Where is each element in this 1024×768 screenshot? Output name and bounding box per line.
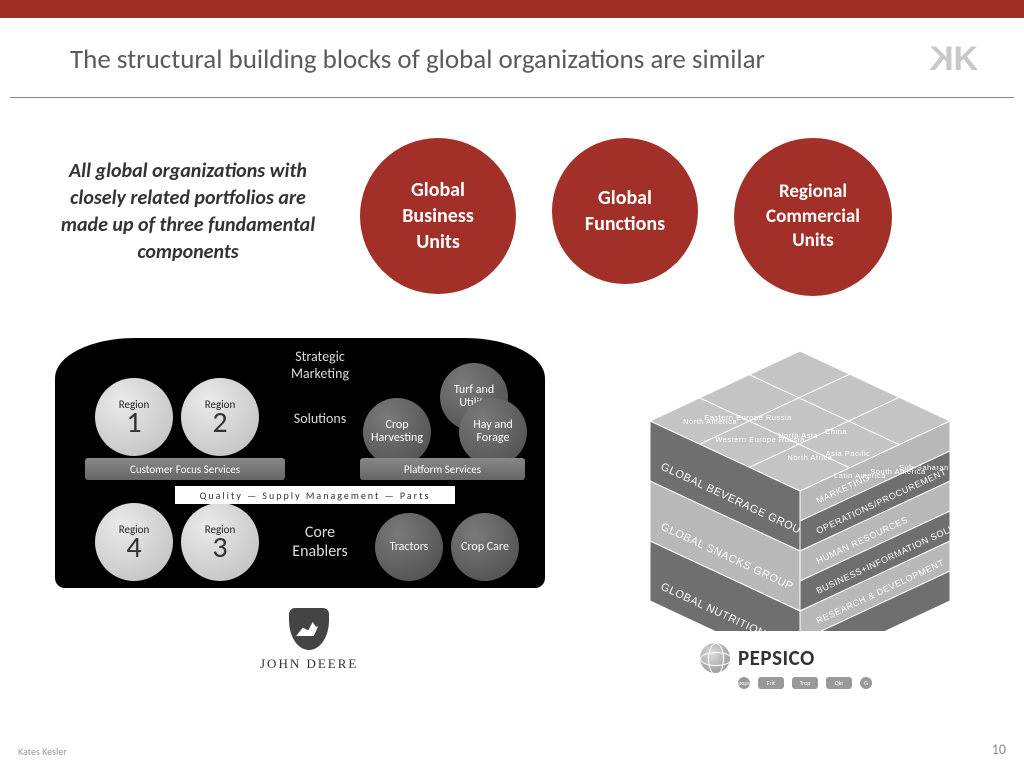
footer-company: Kates Kesler xyxy=(18,745,67,758)
jd-solutions-label: Solutions xyxy=(260,410,380,427)
pepsico-brand: PEPSICO peps Frit Trop Qkr G xyxy=(700,643,872,689)
component-circle-2: RegionalCommercialUnits xyxy=(734,138,892,296)
john-deere-diagram: StrategicMarketing Solutions CoreEnabler… xyxy=(55,338,545,588)
header: The structural building blocks of global… xyxy=(10,18,1014,98)
pepsico-cube: GLOBAL BEVERAGE GROUPGLOBAL SNACKS GROUP… xyxy=(590,346,990,631)
jd-regions-bottom: Region4Region3 xyxy=(95,503,259,581)
jd-bubble: Region2 xyxy=(181,378,259,456)
pepsico-sub-brand: Frit xyxy=(758,677,784,689)
jd-core-label: CoreEnablers xyxy=(260,523,380,561)
john-deere-brand: JOHN DEERE xyxy=(260,608,358,672)
svg-text:Eastern Europe Russia: Eastern Europe Russia xyxy=(704,413,792,422)
component-circles: GlobalBusinessUnitsGlobalFunctionsRegion… xyxy=(360,138,892,296)
svg-text:North Asia: North Asia xyxy=(778,431,818,440)
pepsico-sub-brand: Qkr xyxy=(826,677,852,689)
jd-bubble: Region1 xyxy=(95,378,173,456)
brand-logo: KK xyxy=(933,40,974,79)
john-deere-name: JOHN DEERE xyxy=(260,656,358,672)
jd-bubble: Hay andForage xyxy=(459,398,527,466)
component-circle-1: GlobalFunctions xyxy=(552,138,698,284)
page-title: The structural building blocks of global… xyxy=(70,43,765,76)
svg-text:Sub-Saharan Africa: Sub-Saharan Africa xyxy=(899,463,973,472)
pepsico-sub-brand: G xyxy=(860,677,872,689)
intro-text: All global organizations with closely re… xyxy=(48,158,328,266)
jd-band-right: Platform Services xyxy=(360,458,525,480)
jd-bubble: Region4 xyxy=(95,503,173,581)
globe-icon xyxy=(700,643,730,673)
pepsico-sub-brands: peps Frit Trop Qkr G xyxy=(738,677,872,689)
jd-regions-top: Region1Region2 xyxy=(95,378,259,456)
jd-right-bottom: TractorsCrop Care xyxy=(375,513,519,581)
pepsico-sub-brand: Trop xyxy=(792,677,818,689)
jd-bubble: Tractors xyxy=(375,513,443,581)
svg-text:Asia Pacific: Asia Pacific xyxy=(826,449,871,458)
jd-quality-band: Quality — Supply Management — Parts xyxy=(175,486,455,504)
deer-icon xyxy=(289,608,329,650)
jd-bubble: Region3 xyxy=(181,503,259,581)
jd-bubble: CropHarvesting xyxy=(363,398,431,466)
jd-bubble: Crop Care xyxy=(451,513,519,581)
jd-band-left: Customer Focus Services xyxy=(85,458,285,480)
component-circle-0: GlobalBusinessUnits xyxy=(360,138,516,294)
content-area: All global organizations with closely re… xyxy=(0,98,1024,738)
pepsico-sub-brand: peps xyxy=(738,677,750,689)
jd-right-mid: CropHarvesting Hay andForage xyxy=(363,398,527,466)
svg-text:China: China xyxy=(825,427,847,436)
page-number: 10 xyxy=(992,741,1006,758)
top-accent-bar xyxy=(0,0,1024,18)
jd-strategic-label: StrategicMarketing xyxy=(260,348,380,382)
pepsico-name: PEPSICO xyxy=(738,645,815,671)
